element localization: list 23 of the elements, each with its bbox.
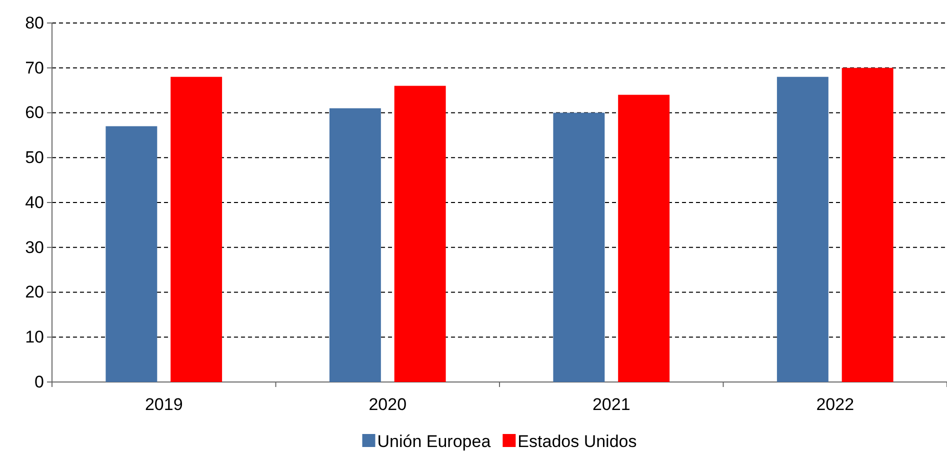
y-tick-label: 80 [25, 13, 44, 32]
bar [618, 94, 670, 382]
x-tick-label: 2019 [144, 395, 183, 414]
bar [842, 68, 894, 382]
y-tick-label: 40 [25, 192, 44, 212]
y-tick-label: 10 [25, 328, 44, 347]
y-tick-label: 50 [25, 148, 44, 168]
legend-label: Estados Unidos [518, 432, 637, 451]
bar [394, 86, 446, 382]
bar [106, 126, 158, 382]
y-tick-label: 60 [25, 103, 44, 122]
x-tick-label: 2021 [592, 395, 630, 414]
y-tick-label: 30 [25, 238, 44, 257]
y-tick-label: 70 [25, 58, 44, 78]
bar [553, 112, 605, 382]
legend-label: Unión Europea [377, 432, 492, 451]
x-tick-label: 2022 [816, 395, 854, 414]
y-tick-label: 0 [34, 372, 44, 392]
bar [329, 108, 381, 382]
bar [776, 76, 828, 382]
bar [170, 76, 222, 382]
y-tick-label: 20 [25, 282, 44, 302]
x-tick-label: 2020 [368, 395, 407, 414]
